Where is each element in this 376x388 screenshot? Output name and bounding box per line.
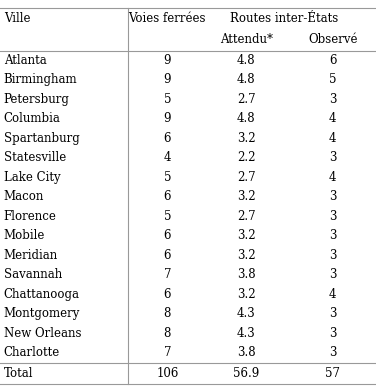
Text: Birmingham: Birmingham [4, 73, 77, 87]
Text: 4.8: 4.8 [237, 54, 256, 67]
Text: 6: 6 [164, 191, 171, 203]
Text: 57: 57 [325, 367, 340, 380]
Text: 7: 7 [164, 268, 171, 281]
Text: 3.2: 3.2 [237, 249, 256, 262]
Text: 4: 4 [329, 171, 337, 184]
Text: Mobile: Mobile [4, 229, 45, 242]
Text: Florence: Florence [4, 210, 57, 223]
Text: 4: 4 [329, 132, 337, 145]
Text: 4.8: 4.8 [237, 73, 256, 87]
Text: 4: 4 [164, 151, 171, 165]
Text: 3: 3 [329, 93, 337, 106]
Text: 3: 3 [329, 210, 337, 223]
Text: 2.7: 2.7 [237, 210, 256, 223]
Text: 4.8: 4.8 [237, 113, 256, 125]
Text: Routes inter-États: Routes inter-États [230, 12, 338, 25]
Text: 6: 6 [164, 229, 171, 242]
Text: 3.2: 3.2 [237, 229, 256, 242]
Text: Montgomery: Montgomery [4, 307, 80, 320]
Text: Lake City: Lake City [4, 171, 61, 184]
Text: 3: 3 [329, 229, 337, 242]
Text: 5: 5 [164, 210, 171, 223]
Text: 3: 3 [329, 307, 337, 320]
Text: Spartanburg: Spartanburg [4, 132, 79, 145]
Text: Macon: Macon [4, 191, 44, 203]
Text: Attendu*: Attendu* [220, 33, 273, 47]
Text: 8: 8 [164, 307, 171, 320]
Text: 2.7: 2.7 [237, 171, 256, 184]
Text: 4.3: 4.3 [237, 307, 256, 320]
Text: Ville: Ville [4, 12, 30, 25]
Text: 3: 3 [329, 327, 337, 340]
Text: Atlanta: Atlanta [4, 54, 47, 67]
Text: 9: 9 [164, 113, 171, 125]
Text: Statesville: Statesville [4, 151, 66, 165]
Text: New Orleans: New Orleans [4, 327, 81, 340]
Text: Savannah: Savannah [4, 268, 62, 281]
Text: 5: 5 [164, 171, 171, 184]
Text: Charlotte: Charlotte [4, 346, 60, 359]
Text: 3: 3 [329, 191, 337, 203]
Text: 5: 5 [164, 93, 171, 106]
Text: Chattanooga: Chattanooga [4, 288, 80, 301]
Text: 8: 8 [164, 327, 171, 340]
Text: 9: 9 [164, 73, 171, 87]
Text: 3.2: 3.2 [237, 288, 256, 301]
Text: Meridian: Meridian [4, 249, 58, 262]
Text: 3: 3 [329, 151, 337, 165]
Text: 6: 6 [164, 249, 171, 262]
Text: 4: 4 [329, 288, 337, 301]
Text: Columbia: Columbia [4, 113, 61, 125]
Text: Voies ferrées: Voies ferrées [129, 12, 206, 25]
Text: 2.2: 2.2 [237, 151, 256, 165]
Text: Petersburg: Petersburg [4, 93, 70, 106]
Text: 4: 4 [329, 113, 337, 125]
Text: 3.2: 3.2 [237, 132, 256, 145]
Text: 56.9: 56.9 [233, 367, 259, 380]
Text: 3: 3 [329, 346, 337, 359]
Text: 2.7: 2.7 [237, 93, 256, 106]
Text: 3: 3 [329, 268, 337, 281]
Text: 3.8: 3.8 [237, 268, 256, 281]
Text: 106: 106 [156, 367, 179, 380]
Text: 7: 7 [164, 346, 171, 359]
Text: 6: 6 [329, 54, 337, 67]
Text: Total: Total [4, 367, 33, 380]
Text: 3.2: 3.2 [237, 191, 256, 203]
Text: 9: 9 [164, 54, 171, 67]
Text: 6: 6 [164, 132, 171, 145]
Text: 6: 6 [164, 288, 171, 301]
Text: 3.8: 3.8 [237, 346, 256, 359]
Text: 4.3: 4.3 [237, 327, 256, 340]
Text: 5: 5 [329, 73, 337, 87]
Text: Observé: Observé [308, 33, 358, 47]
Text: 3: 3 [329, 249, 337, 262]
